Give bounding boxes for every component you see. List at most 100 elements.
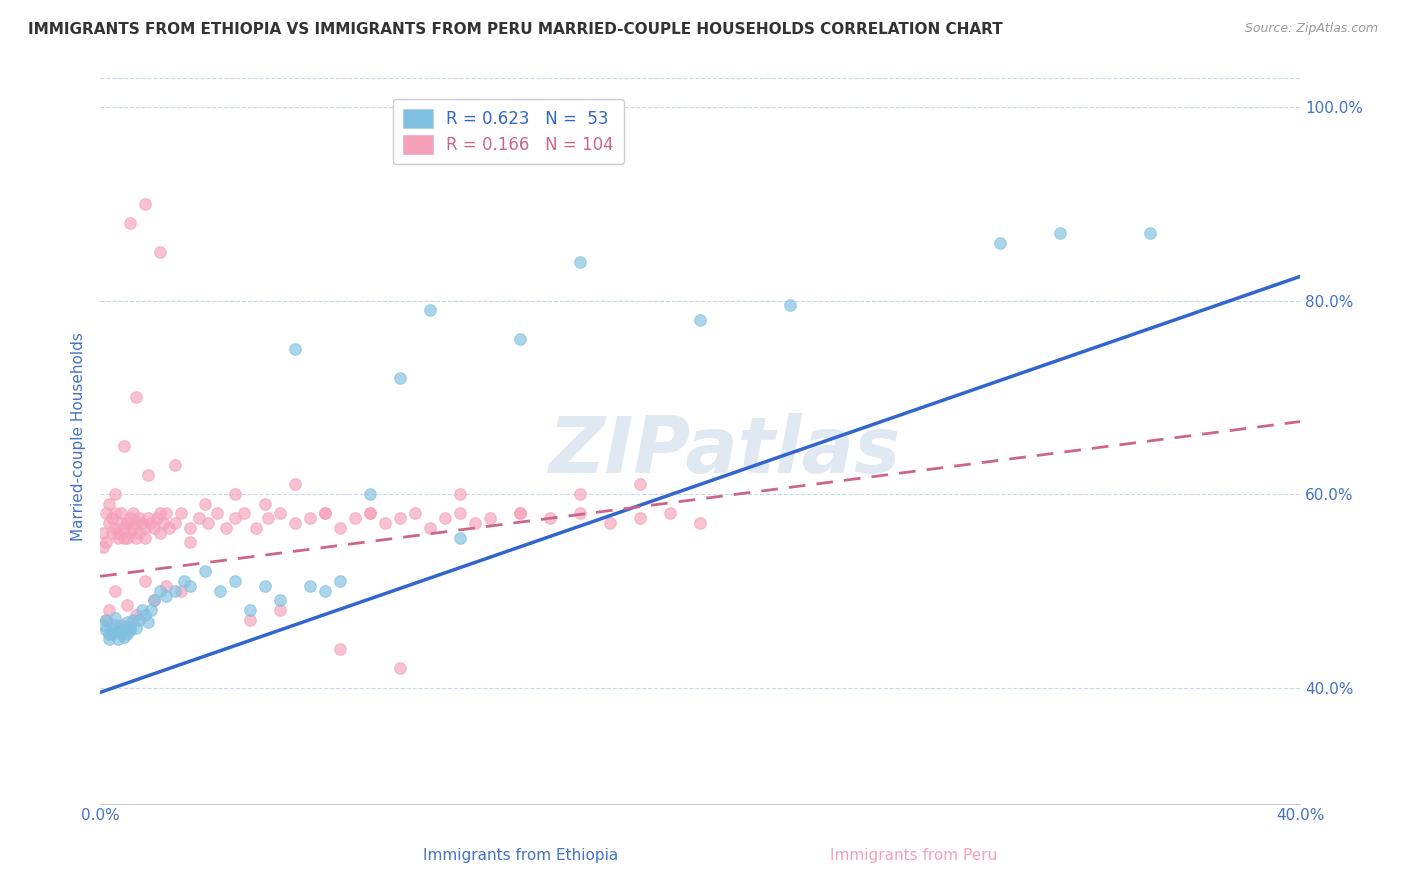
Point [122, 521, 145, 535]
Point [233, 507, 256, 521]
Point [254, 579, 277, 593]
Point [101, 623, 124, 637]
Point [94, 507, 117, 521]
Text: ZIPatlas: ZIPatlas [548, 413, 900, 489]
Point [194, 565, 217, 579]
Point [314, 583, 336, 598]
Point [464, 516, 486, 530]
Point [329, 641, 352, 656]
Point [419, 303, 441, 318]
Point [404, 507, 426, 521]
Point [149, 583, 172, 598]
Point [104, 487, 127, 501]
Point [1049, 226, 1071, 240]
Point [269, 593, 291, 607]
Point [110, 627, 132, 641]
Point [146, 511, 169, 525]
Point [254, 497, 277, 511]
Text: Source: ZipAtlas.com: Source: ZipAtlas.com [1244, 22, 1378, 36]
Point [115, 599, 138, 613]
Point [659, 507, 682, 521]
Point [107, 632, 129, 647]
Point [101, 511, 124, 525]
Point [128, 613, 150, 627]
Point [110, 623, 132, 637]
Point [170, 507, 193, 521]
Point [209, 583, 232, 598]
Point [94, 613, 117, 627]
Point [779, 298, 801, 312]
Point [91, 541, 114, 555]
Point [91, 525, 114, 540]
Point [136, 467, 159, 482]
Point [1139, 226, 1161, 240]
Point [115, 627, 138, 641]
Point [120, 216, 142, 230]
Point [269, 603, 291, 617]
Point [224, 511, 246, 525]
Text: Immigrants from Peru: Immigrants from Peru [831, 848, 997, 863]
Point [115, 615, 138, 629]
Point [165, 458, 187, 472]
Point [101, 525, 124, 540]
Point [143, 521, 166, 535]
Y-axis label: Married-couple Households: Married-couple Households [72, 332, 86, 541]
Point [179, 535, 201, 549]
Point [122, 613, 145, 627]
Point [155, 507, 177, 521]
Point [143, 593, 166, 607]
Point [112, 619, 135, 633]
Point [110, 507, 132, 521]
Point [509, 332, 531, 346]
Point [115, 516, 138, 530]
Point [98, 627, 121, 641]
Point [165, 516, 187, 530]
Point [205, 507, 228, 521]
Point [125, 516, 148, 530]
Point [599, 516, 621, 530]
Point [173, 574, 195, 589]
Point [389, 661, 412, 675]
Point [239, 603, 262, 617]
Text: Immigrants from Ethiopia: Immigrants from Ethiopia [423, 848, 617, 863]
Point [139, 516, 162, 530]
Point [104, 507, 127, 521]
Point [284, 477, 307, 491]
Point [179, 579, 201, 593]
Point [112, 630, 135, 644]
Point [91, 617, 114, 632]
Point [149, 525, 172, 540]
Point [689, 516, 711, 530]
Point [128, 525, 150, 540]
Point [125, 607, 148, 622]
Point [128, 511, 150, 525]
Point [479, 511, 502, 525]
Point [569, 487, 592, 501]
Point [299, 579, 322, 593]
Point [179, 521, 201, 535]
Point [239, 613, 262, 627]
Point [94, 613, 117, 627]
Point [98, 632, 121, 647]
Point [122, 507, 145, 521]
Point [389, 511, 412, 525]
Point [449, 507, 471, 521]
Point [131, 603, 153, 617]
Point [419, 521, 441, 535]
Point [269, 507, 291, 521]
Point [143, 593, 166, 607]
Point [112, 531, 135, 545]
Point [120, 511, 142, 525]
Point [449, 531, 471, 545]
Point [569, 255, 592, 269]
Point [284, 342, 307, 356]
Point [329, 521, 352, 535]
Point [215, 521, 238, 535]
Point [125, 390, 148, 404]
Point [104, 583, 127, 598]
Point [104, 617, 127, 632]
Point [314, 507, 336, 521]
Point [110, 516, 132, 530]
Point [170, 583, 193, 598]
Point [134, 521, 156, 535]
